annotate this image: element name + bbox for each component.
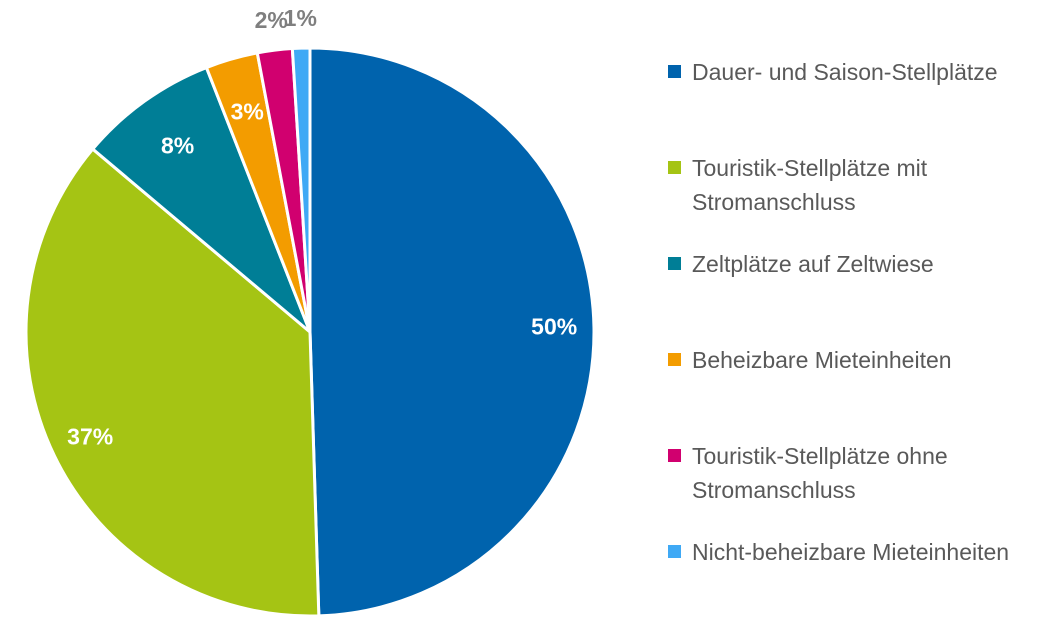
- data-label: 37%: [67, 424, 113, 450]
- legend-swatch: [668, 353, 681, 366]
- pie-slice: [24, 146, 321, 617]
- pie-slice: [308, 46, 596, 617]
- legend-label: Zeltplätze auf Zeltwiese: [692, 251, 934, 277]
- legend-item: Nicht-beheizbare Mieteinheiten: [664, 535, 1034, 617]
- legend-swatch: [668, 161, 681, 174]
- legend-item: Dauer- und Saison-Stellplätze: [664, 55, 1034, 151]
- legend-item: Touristik-Stellplätze mit Stromanschluss: [664, 151, 1034, 247]
- data-label: 3%: [231, 99, 264, 125]
- legend-label: Dauer- und Saison-Stellplätze: [692, 59, 998, 85]
- legend-item: Zeltplätze auf Zeltwiese: [664, 247, 1034, 343]
- pie-slice: [90, 65, 312, 334]
- legend-swatch: [668, 257, 681, 270]
- legend-label: Beheizbare Mieteinheiten: [692, 347, 952, 373]
- legend-label: Touristik-Stellplätze ohne Stromanschlus…: [692, 443, 948, 503]
- data-label: 1%: [284, 5, 317, 31]
- legend-item: Beheizbare Mieteinheiten: [664, 343, 1034, 439]
- data-label: 2%: [255, 7, 288, 33]
- legend-swatch: [668, 65, 681, 78]
- legend-swatch: [668, 545, 681, 558]
- legend-label: Nicht-beheizbare Mieteinheiten: [692, 539, 1010, 565]
- legend-swatch: [668, 449, 681, 462]
- data-label: 8%: [161, 132, 194, 158]
- pie-slice: [290, 46, 312, 333]
- data-label: 50%: [531, 313, 577, 339]
- legend-item: Touristik-Stellplätze ohne Stromanschlus…: [664, 439, 1034, 535]
- legend-label: Touristik-Stellplätze mit Stromanschluss: [692, 155, 928, 215]
